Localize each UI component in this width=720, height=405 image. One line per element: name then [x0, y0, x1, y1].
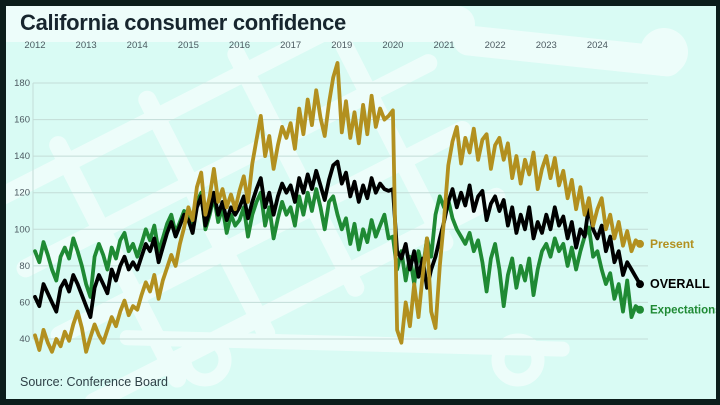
- x-tick-label: 2015: [178, 40, 199, 51]
- overall-end-dot: [636, 280, 644, 289]
- cart-basket-grid: [6, 6, 506, 399]
- source-note: Source: Conference Board: [20, 375, 169, 389]
- present-end-dot: [636, 239, 644, 248]
- x-tick-label: 2013: [76, 40, 97, 51]
- cart-wheel-left-icon: [178, 333, 232, 387]
- x-tick-label: 2021: [433, 40, 454, 51]
- x-tick-label: 2017: [280, 40, 301, 51]
- legend-label-overall: OVERALL: [650, 277, 710, 291]
- expectations-end-dot: [636, 305, 644, 314]
- shopping-cart-watermark: [6, 6, 688, 399]
- legend-label-expectations: Expectations: [650, 305, 720, 317]
- y-tick-label: 80: [19, 261, 30, 272]
- x-tick-label: 2016: [229, 40, 250, 51]
- expectations-line: [33, 187, 642, 320]
- axis-label-layer: 180 160 140 120 100 80 60 40 2012 2013 2014 2015 201…: [14, 40, 608, 345]
- x-tick-label: 2023: [536, 40, 557, 51]
- x-tick-label: 2019: [331, 40, 352, 51]
- x-tick-label: 2014: [127, 40, 148, 51]
- x-tick-label: 2012: [24, 40, 45, 51]
- series-layer: Present OVERALL Expectations: [33, 61, 720, 354]
- x-tick-label: 2022: [485, 40, 506, 51]
- y-tick-label: 60: [19, 297, 30, 308]
- y-tick-label: 140: [14, 151, 30, 162]
- y-tick-label: 40: [19, 334, 30, 345]
- y-tick-label: 180: [14, 78, 30, 89]
- page-title: California consumer confidence: [20, 10, 346, 35]
- legend-label-present: Present: [650, 237, 694, 251]
- y-tick-label: 160: [14, 115, 30, 126]
- cart-wheel-right-icon: [491, 333, 545, 387]
- x-tick-label: 2020: [382, 40, 403, 51]
- present-line: [33, 61, 642, 354]
- y-tick-label: 100: [14, 224, 30, 235]
- cart-handle-grip: [453, 25, 683, 77]
- y-tick-label: 120: [14, 188, 30, 199]
- x-tick-label: 2024: [587, 40, 608, 51]
- overall-line: [33, 159, 642, 320]
- cart-base-bar: [119, 330, 570, 357]
- cart-handle-knob-icon: [640, 28, 688, 76]
